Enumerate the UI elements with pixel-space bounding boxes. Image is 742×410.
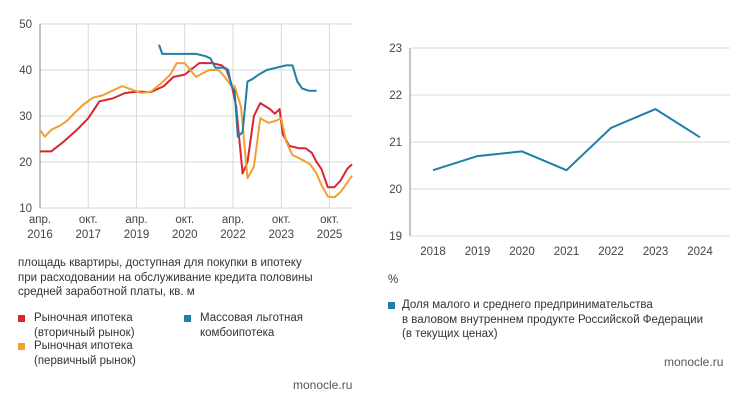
legend-item-combo-mortgage: Массовая льготная комбоипотека: [184, 311, 303, 340]
legend-label: комбоипотека: [200, 326, 275, 339]
x-tick-label: апр.: [29, 214, 51, 226]
x-tick-label: 2020: [172, 229, 198, 241]
x-tick-label: 2019: [124, 229, 150, 241]
y-tick-label: 10: [19, 203, 32, 215]
x-tick-label: окт.: [79, 214, 98, 226]
legend-label: Рыночная ипотека: [34, 340, 133, 352]
right-chart-grid: [409, 47, 730, 237]
right-chart-unit: %: [388, 274, 399, 286]
left-caption-line-1: площадь квартиры, доступная для покупки …: [18, 257, 302, 269]
y-tick-label: 22: [389, 90, 402, 102]
x-tick-label: окт.: [175, 214, 194, 226]
x-tick-label: 2023: [268, 229, 294, 241]
y-tick-label: 20: [19, 157, 32, 169]
y-tick-label: 19: [389, 231, 402, 243]
x-tick-label: 2021: [554, 246, 580, 258]
left-chart-ticks: 10 20 30 40 50 апр. 2016 окт. 2017 апр. 2019 окт. 20…: [19, 19, 342, 241]
legend-label: (вторичный рынок): [34, 326, 135, 339]
legend-swatch-blue: [184, 315, 191, 322]
y-tick-label: 20: [389, 184, 402, 196]
legend-label: (первичный рынок): [34, 354, 136, 367]
x-tick-label: 2024: [687, 246, 713, 258]
left-chart-grid: [39, 23, 352, 209]
x-tick-label: 2025: [317, 229, 343, 241]
series-line-red: [40, 62, 353, 189]
series-line-orange: [39, 62, 353, 199]
y-tick-label: 21: [389, 137, 402, 149]
x-tick-label: 2020: [509, 246, 535, 258]
legend-item-secondary-market: Рыночная ипотека (вторичный рынок): [18, 311, 135, 340]
x-tick-label: апр.: [125, 214, 147, 226]
series-line-blue: [432, 108, 701, 172]
x-tick-label: 2023: [643, 246, 669, 258]
legend-item-primary-market: Рыночная ипотека (первичный рынок): [18, 339, 136, 368]
x-tick-label: 2017: [75, 229, 101, 241]
y-tick-label: 30: [19, 111, 32, 123]
x-tick-label: окт.: [320, 214, 339, 226]
legend-swatch-blue: [388, 302, 395, 309]
legend-label: (в текущих ценах): [402, 328, 498, 340]
y-tick-label: 23: [389, 43, 402, 55]
x-tick-label: 2018: [420, 246, 446, 258]
legend-label: Массовая льготная: [200, 312, 303, 324]
legend-label: Доля малого и среднего предпринимательст…: [402, 299, 653, 311]
x-tick-label: 2022: [598, 246, 624, 258]
left-chart-series: [39, 44, 353, 199]
series-line-blue: [158, 44, 317, 138]
x-tick-label: 2019: [465, 246, 491, 258]
x-tick-label: 2022: [220, 229, 246, 241]
y-tick-label: 40: [19, 65, 32, 77]
right-chart-series: [432, 108, 701, 172]
brand-left: monocle.ru: [293, 378, 353, 392]
legend-label: Рыночная ипотека: [34, 312, 133, 324]
legend-label: в валовом внутреннем продукте Российской…: [402, 313, 704, 326]
x-tick-label: окт.: [272, 214, 291, 226]
legend-item-sme-share: Доля малого и среднего предпринимательст…: [388, 298, 703, 342]
x-tick-label: 2016: [27, 229, 53, 241]
left-chart-caption: площадь квартиры, доступная для покупки …: [18, 256, 358, 300]
left-caption-line-3: средней заработной платы, кв. м: [18, 286, 195, 298]
y-tick-label: 50: [19, 19, 32, 31]
legend-swatch-red: [18, 315, 25, 322]
legend-swatch-orange: [18, 343, 25, 350]
brand-right: monocle.ru: [664, 355, 724, 369]
x-tick-label: апр.: [222, 214, 244, 226]
left-caption-line-2: при расходовании на обслуживание кредита…: [18, 271, 313, 284]
